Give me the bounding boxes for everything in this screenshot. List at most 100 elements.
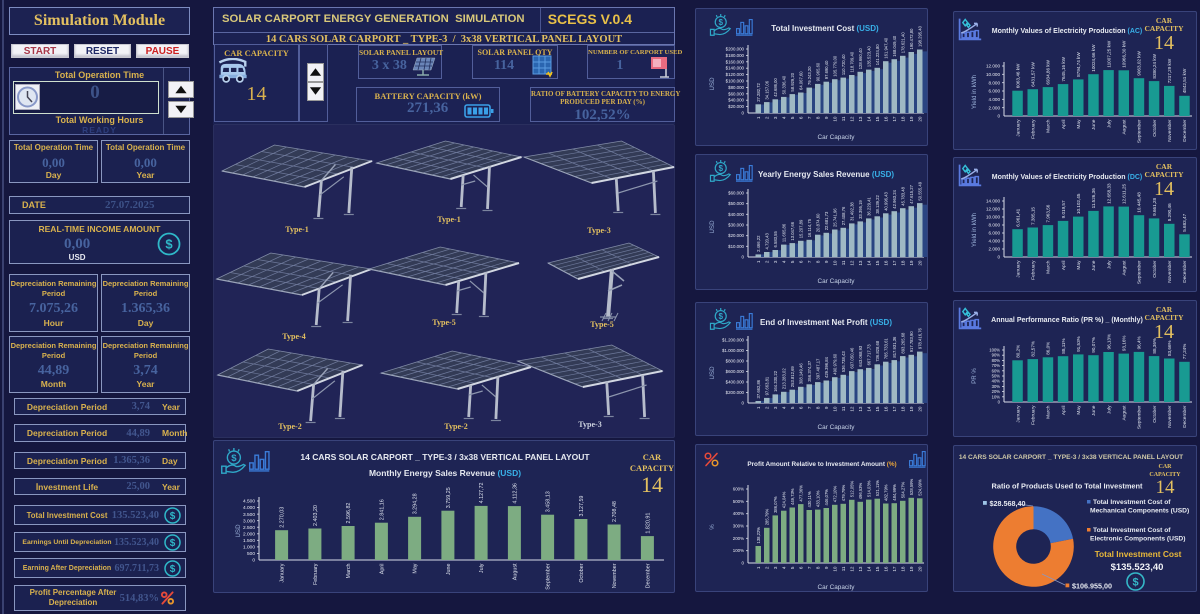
svg-text:5: 5 — [790, 406, 795, 409]
svg-text:$50.000: $50.000 — [728, 201, 744, 206]
svg-text:7: 7 — [807, 406, 812, 409]
svg-text:1: 1 — [756, 566, 761, 569]
svg-text:$400.000: $400.000 — [726, 380, 745, 385]
svg-text:10: 10 — [833, 260, 838, 266]
svg-text:213.283,02: 213.283,02 — [781, 368, 786, 390]
svg-text:7.963,56: 7.963,56 — [1046, 204, 1051, 222]
svg-text:August: August — [512, 563, 518, 580]
svg-text:CAR: CAR — [1159, 464, 1173, 470]
svg-text:10024,66 kW: 10024,66 kW — [1091, 44, 1096, 72]
svg-text:4.000: 4.000 — [989, 239, 1001, 244]
svg-text:17: 17 — [892, 406, 897, 412]
svg-text:20: 20 — [918, 260, 923, 266]
svg-text:0: 0 — [998, 400, 1001, 405]
svg-text:$: $ — [718, 312, 723, 321]
svg-text:April: April — [1061, 261, 1067, 271]
svg-text:2.000: 2.000 — [243, 532, 255, 538]
svg-text:8.000: 8.000 — [989, 80, 1001, 85]
svg-text:22.681,73: 22.681,73 — [824, 211, 829, 230]
svg-text:118.709,40: 118.709,40 — [849, 51, 854, 72]
svg-text:$40.000: $40.000 — [728, 212, 744, 217]
svg-text:July: July — [1106, 405, 1112, 414]
svg-text:$106.955,00: $106.955,00 — [1072, 582, 1112, 591]
svg-text:893.265,68: 893.265,68 — [900, 332, 905, 354]
svg-text:September: September — [1137, 260, 1143, 284]
svg-text:End of Investment Net Profit (: End of Investment Net Profit (USD) — [760, 318, 892, 327]
svg-text:90.965,60: 90.965,60 — [815, 62, 820, 81]
svg-text:484,99%: 484,99% — [892, 484, 897, 501]
svg-text:449,73%: 449,73% — [790, 488, 795, 505]
svg-text:4.500: 4.500 — [243, 499, 255, 505]
svg-text:9: 9 — [824, 260, 829, 263]
svg-text:Total Investment Cost (USD): Total Investment Cost (USD) — [771, 24, 879, 33]
svg-text:Total Investment Cost of: Total Investment Cost of — [1093, 499, 1171, 506]
svg-text:11: 11 — [841, 566, 846, 571]
svg-text:100%: 100% — [989, 348, 1000, 353]
svg-text:3: 3 — [773, 406, 778, 409]
svg-text:CAPACITY: CAPACITY — [1144, 313, 1184, 322]
svg-text:19: 19 — [909, 260, 914, 266]
svg-text:May: May — [1076, 405, 1082, 415]
svg-text:97.663,81: 97.663,81 — [764, 376, 769, 395]
svg-text:May: May — [1076, 119, 1082, 129]
svg-text:16: 16 — [884, 116, 889, 122]
svg-text:386,07%: 386,07% — [773, 496, 778, 513]
svg-text:January: January — [1015, 260, 1021, 278]
svg-text:11: 11 — [841, 116, 846, 121]
svg-text:12: 12 — [850, 260, 855, 266]
svg-text:9: 9 — [824, 406, 829, 409]
svg-text:2: 2 — [765, 406, 770, 409]
svg-text:$28.568,40: $28.568,40 — [990, 499, 1026, 508]
svg-text:$1.000.000: $1.000.000 — [722, 348, 745, 353]
svg-text:4: 4 — [782, 116, 787, 119]
svg-text:91,53%: 91,53% — [1076, 336, 1081, 352]
svg-text:3: 3 — [773, 260, 778, 263]
svg-text:July: July — [1106, 119, 1112, 128]
svg-text:430,11%: 430,11% — [807, 491, 812, 507]
svg-text:14: 14 — [867, 566, 872, 572]
svg-text:6431,57 kW: 6431,57 kW — [1031, 61, 1036, 86]
svg-text:1: 1 — [756, 406, 761, 409]
svg-text:20.874,60: 20.874,60 — [815, 213, 820, 232]
svg-text:March: March — [1046, 260, 1052, 274]
svg-text:December: December — [1182, 405, 1188, 428]
svg-text:34.157,06: 34.157,06 — [764, 80, 769, 99]
svg-text:27.408,76: 27.408,76 — [841, 206, 846, 225]
svg-text:1: 1 — [756, 260, 761, 263]
svg-text:70%: 70% — [992, 363, 1001, 368]
svg-text:77,24%: 77,24% — [1182, 344, 1187, 360]
svg-text:$: $ — [170, 564, 176, 575]
svg-text:15: 15 — [875, 566, 880, 572]
svg-text:643.068,93: 643.068,93 — [858, 345, 863, 367]
svg-text:$40.000: $40.000 — [728, 98, 744, 103]
svg-text:Type-4: Type-4 — [282, 332, 305, 341]
svg-text:$80.000: $80.000 — [728, 85, 744, 90]
svg-text:$: $ — [170, 511, 176, 522]
svg-text:4: 4 — [782, 260, 787, 263]
svg-text:482,79%: 482,79% — [883, 484, 888, 501]
svg-text:1: 1 — [756, 116, 761, 119]
svg-text:November: November — [1167, 119, 1173, 142]
svg-text:397.487,17: 397.487,17 — [815, 358, 820, 380]
svg-text:$30.000: $30.000 — [728, 223, 744, 228]
svg-text:6.000: 6.000 — [989, 89, 1001, 94]
svg-text:433,10%: 433,10% — [815, 490, 820, 507]
svg-text:%: % — [709, 524, 716, 530]
svg-text:20: 20 — [918, 566, 923, 572]
svg-text:$600.000: $600.000 — [726, 369, 745, 374]
svg-text:September: September — [1137, 119, 1143, 143]
svg-text:June: June — [1091, 405, 1097, 416]
svg-text:Type-3: Type-3 — [578, 420, 601, 429]
svg-text:$20.000: $20.000 — [728, 233, 744, 238]
svg-text:2.000: 2.000 — [989, 247, 1001, 252]
svg-text:14: 14 — [641, 472, 663, 497]
svg-text:Yield in kWh: Yield in kWh — [971, 212, 978, 247]
svg-text:Car Capacity: Car Capacity — [818, 424, 856, 431]
svg-text:April: April — [1061, 406, 1067, 416]
svg-text:February: February — [313, 563, 319, 585]
svg-text:March: March — [1046, 119, 1052, 133]
svg-text:December: December — [1182, 119, 1188, 142]
svg-text:86,0%: 86,0% — [1046, 342, 1051, 355]
svg-text:$60.000: $60.000 — [728, 91, 744, 96]
svg-text:10.445,48: 10.445,48 — [1137, 192, 1142, 213]
